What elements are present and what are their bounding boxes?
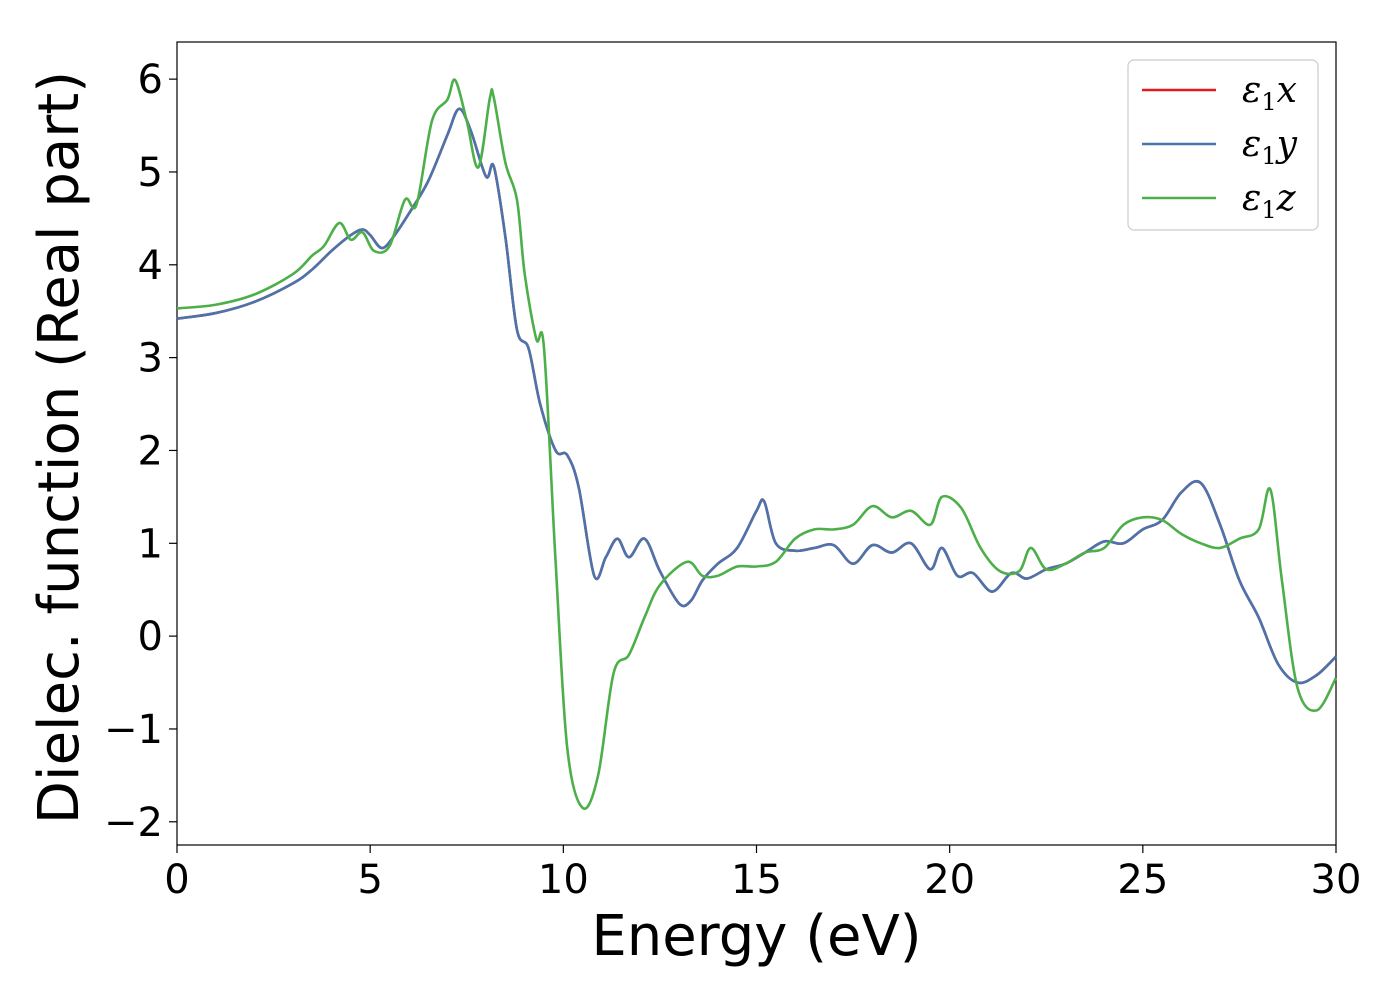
x-axis-label: Energy (eV) (591, 904, 921, 969)
legend-box (1127, 59, 1319, 231)
y-tick-label: 1 (138, 521, 163, 567)
x-tick-label: 5 (357, 857, 382, 903)
x-tick-label: 30 (1311, 857, 1362, 903)
legend-label-z: ε1z (1242, 178, 1297, 224)
series-lines (176, 78, 1338, 811)
y-tick-label: 4 (138, 243, 163, 289)
legend-label-y: ε1y (1242, 124, 1298, 170)
x-tick-label: 15 (731, 857, 782, 903)
legend: ε1x ε1y ε1z (1127, 59, 1319, 231)
x-axis: 0 5 10 15 20 25 30 (164, 845, 1361, 903)
y-tick-label: 6 (138, 57, 163, 103)
x-tick-label: 0 (164, 857, 189, 903)
y-tick-label: 3 (138, 336, 163, 382)
x-tick-label: 20 (924, 857, 975, 903)
series-line-z (176, 78, 1338, 811)
y-tick-label: −1 (104, 707, 163, 753)
x-tick-label: 10 (538, 857, 589, 903)
x-tick-label: 25 (1117, 857, 1168, 903)
y-tick-label: 2 (138, 428, 163, 474)
y-tick-label: 0 (138, 614, 163, 660)
y-axis: −2 −1 0 1 2 3 4 5 6 (104, 57, 177, 846)
y-axis-label: Dielec. function (Real part) (27, 71, 92, 824)
y-tick-label: 5 (138, 150, 163, 196)
y-tick-label: −2 (104, 800, 163, 846)
legend-label-x: ε1x (1242, 70, 1297, 116)
